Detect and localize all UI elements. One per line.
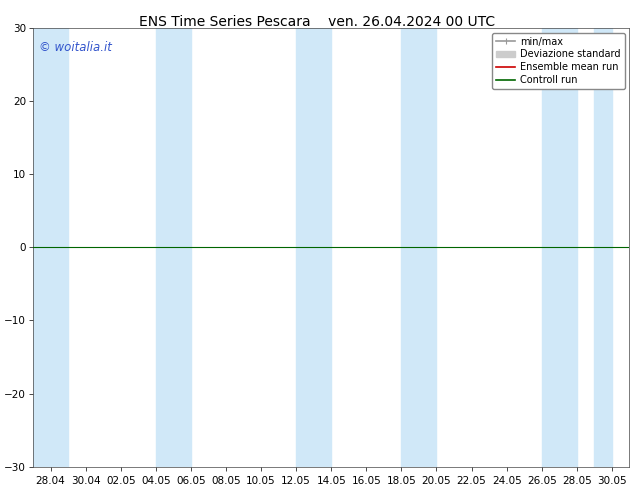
Bar [314,28,331,467]
Text: ENS Time Series Pescara    ven. 26.04.2024 00 UTC: ENS Time Series Pescara ven. 26.04.2024 … [139,15,495,29]
Bar [156,28,173,467]
Bar [559,28,577,467]
Bar [401,28,419,467]
Bar [51,28,68,467]
Legend: min/max, Deviazione standard, Ensemble mean run, Controll run: min/max, Deviazione standard, Ensemble m… [492,33,624,89]
Text: © woitalia.it: © woitalia.it [39,41,112,54]
Bar [33,28,51,467]
Bar [173,28,191,467]
Bar [542,28,559,467]
Bar [419,28,436,467]
Bar [296,28,314,467]
Bar [595,28,612,467]
